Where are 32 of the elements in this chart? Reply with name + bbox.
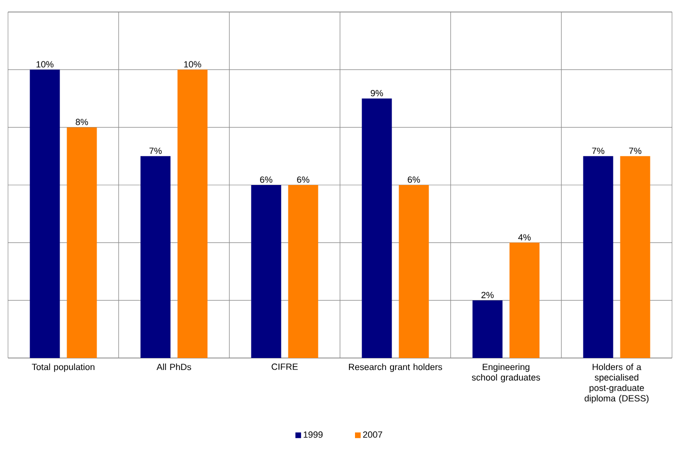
data-label: 4% <box>518 234 531 240</box>
bar <box>30 70 60 358</box>
data-label: 10% <box>184 61 202 68</box>
data-label: 6% <box>408 176 420 183</box>
bar <box>140 156 170 358</box>
legend-label: 1999 <box>304 431 323 438</box>
bar <box>472 300 503 358</box>
legend-label: 2007 <box>363 431 382 438</box>
bar <box>178 70 208 358</box>
bar <box>362 98 392 358</box>
data-label: 8% <box>76 118 88 126</box>
x-tick-label: All PhDs <box>156 364 192 370</box>
data-label: 7% <box>149 148 162 154</box>
data-label: 9% <box>370 90 383 96</box>
bar <box>288 185 318 358</box>
x-tick-label: Engineering school graduates <box>472 364 540 382</box>
bar <box>398 185 429 358</box>
bar <box>251 185 282 358</box>
x-tick-label: CIFRE <box>272 364 298 370</box>
data-label: 6% <box>297 176 310 183</box>
bar <box>510 242 540 358</box>
bar <box>583 156 614 358</box>
data-label: 6% <box>260 176 272 183</box>
x-tick-label: Research grant holders <box>348 364 442 372</box>
x-tick-label: Holders of a specialised post-graduate diploma (DESS) <box>584 364 648 404</box>
data-label: 7% <box>592 148 604 154</box>
data-label: 7% <box>629 148 642 154</box>
bar <box>620 156 650 358</box>
data-label: 2% <box>481 292 494 298</box>
data-label: 10% <box>36 61 54 68</box>
x-tick-label: Total population <box>32 364 94 372</box>
bar <box>66 127 97 358</box>
